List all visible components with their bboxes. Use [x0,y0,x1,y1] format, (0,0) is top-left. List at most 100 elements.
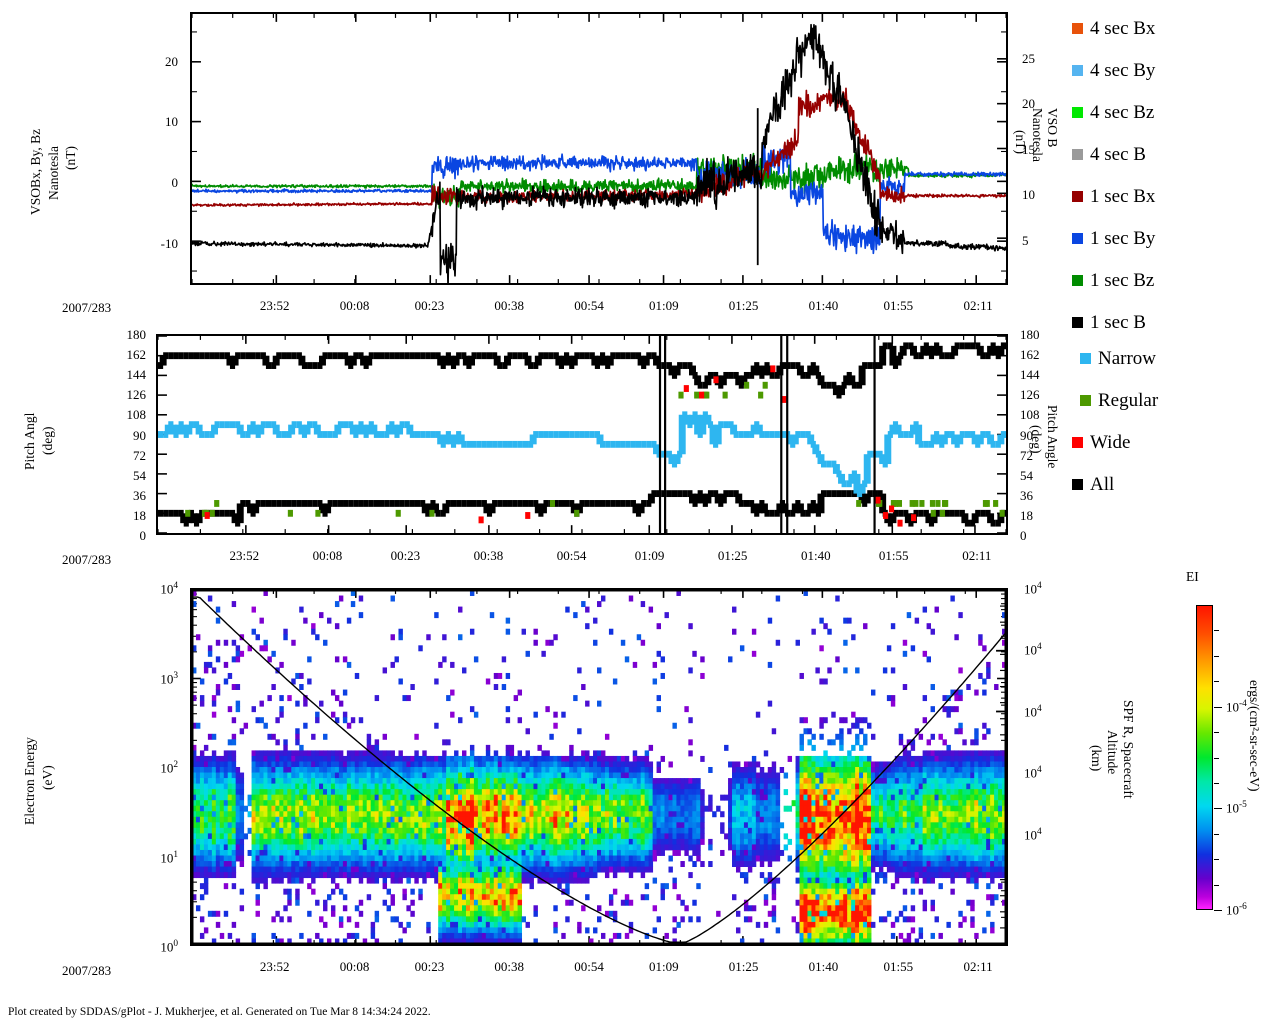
legend-item-narrow[interactable]: Narrow [1080,348,1156,368]
legend-swatch-icon [1072,190,1083,202]
y-tick-label-right: 144 [1020,367,1040,383]
legend-swatch-icon [1072,232,1083,244]
x-tick-label: 01:40 [800,548,831,563]
legend-swatch-icon [1072,64,1083,76]
legend-swatch-icon [1080,352,1091,364]
y-tick-label-right: 36 [1020,487,1033,503]
legend-swatch-icon [1072,436,1083,448]
colorbar-minor-tick [1214,757,1219,759]
y-tick-label: 54 [133,467,146,483]
x-tick-label: 00:23 [390,548,421,563]
colorbar-tick-label: 10-6 [1226,902,1247,918]
x-tick-label: 23:52 [259,959,290,974]
x-tick-label: 00:08 [339,959,370,974]
colorbar-minor-tick [1214,884,1219,886]
y-tick-label: 126 [126,387,147,403]
x-tick-label: 00:08 [339,298,370,313]
x-tick-label: 02:11 [962,548,992,563]
y-tick-label-right: 18 [1020,507,1033,523]
legend-swatch-icon [1072,148,1083,160]
magnetic-field-left-title-line1: VSOBx, By, Bz [28,128,43,215]
magnetic-field-right-title-line3: (nT) [1013,130,1028,154]
legend-item-label: 1 sec Bx [1090,185,1156,207]
legend-item-label: 4 sec Bx [1090,17,1156,39]
legend-item-label: 4 sec Bz [1090,101,1155,123]
magnetic-field-plot-area [192,14,1006,283]
colorbar-tick-mark [1214,808,1222,810]
legend-item-regular[interactable]: Regular [1080,390,1158,410]
y-tick-label: -10 [160,235,178,251]
x-tick-label: 00:08 [312,548,343,563]
magnetic-field-left-title-line3: (nT) [63,146,78,170]
y-tick-label: 36 [133,487,146,503]
legend-item-4-sec-bz[interactable]: 4 sec Bz [1072,102,1154,122]
spacecraft-altitude-title-line1: SPF R, Spacecraft [1121,700,1136,799]
electron-energy-title-line1: Electron Energy [22,737,37,825]
footer-credit: Plot created by SDDAS/gPlot - J. Mukherj… [8,1006,431,1018]
x-tick-label: 02:11 [963,298,993,313]
legend-swatch-icon [1072,316,1083,328]
y-tick-label: 104 [160,581,178,597]
legend-item-label: 4 sec B [1090,143,1146,165]
pitch-angle-plot-area [158,336,1006,533]
colorbar-tick-mark [1214,910,1222,911]
legend-item-4-sec-bx[interactable]: 4 sec Bx [1072,18,1155,38]
x-tick-label: 01:55 [883,959,914,974]
pitch-angle-day-label: 2007/283 [62,552,112,567]
colorbar-tick-label: 10-4 [1226,698,1247,714]
y-tick-label-right: 104 [1024,826,1042,843]
colorbar-minor-tick [1214,630,1219,632]
x-tick-label: 01:55 [883,298,914,313]
legend-swatch-icon [1072,478,1083,490]
legend-item-label: 4 sec By [1090,59,1156,81]
x-tick-label: 01:40 [808,298,839,313]
y-tick-label: 102 [160,760,178,776]
y-tick-label: 144 [126,367,147,383]
electron-spectrogram-plot-area [192,590,1006,944]
x-tick-label: 00:38 [473,548,504,563]
pitch-angle-panel [156,334,1008,535]
legend-item-1-sec-b[interactable]: 1 sec B [1072,312,1146,332]
legend-item-1-sec-by[interactable]: 1 sec By [1072,228,1155,248]
magnetic-field-day-label: 2007/283 [62,300,112,315]
y-tick-label-right: 104 [1024,581,1042,597]
x-tick-label: 01:09 [649,959,679,974]
x-tick-label: 02:11 [963,959,993,974]
legend-item-1-sec-bx[interactable]: 1 sec Bx [1072,186,1155,206]
y-tick-label-right: 20 [1022,96,1035,111]
x-tick-label: 01:09 [634,548,665,563]
legend-item-1-sec-bz[interactable]: 1 sec Bz [1072,270,1154,290]
pitch-angle-right-title-line1: Pitch Angle [1045,405,1060,469]
y-tick-label-right: 15 [1022,141,1035,157]
electron-spectrogram-panel [190,588,1008,946]
y-tick-label: 90 [133,427,146,443]
colorbar-minor-tick [1214,782,1219,784]
y-tick-label-right: 126 [1020,387,1040,403]
y-tick-label: 108 [126,407,147,423]
magnetic-field-panel [190,12,1008,285]
y-tick-label-right: 180 [1020,327,1040,342]
x-tick-label: 23:52 [229,548,260,563]
colorbar-minor-tick [1214,732,1219,734]
pitch-angle-left-title-line1: Pitch Angl [22,412,37,470]
legend-item-4-sec-by[interactable]: 4 sec By [1072,60,1155,80]
y-tick-label-right: 72 [1020,447,1033,463]
legend-item-label: All [1090,473,1115,495]
x-tick-label: 00:38 [494,959,524,974]
y-tick-label-right: 54 [1020,467,1033,483]
pitch-angle-right-title-line2: (deg) [1029,425,1044,454]
y-tick-label-right: 5 [1022,232,1029,248]
colorbar-minor-tick [1214,859,1219,861]
x-tick-label: 01:55 [878,548,909,563]
y-tick-label-right: 90 [1020,427,1033,443]
y-tick-label: 0 [171,174,179,190]
legend-item-label: Narrow [1098,347,1157,369]
legend-item-wide[interactable]: Wide [1072,432,1130,452]
legend-item-4-sec-b[interactable]: 4 sec B [1072,144,1146,164]
colorbar-unit-label: ergs/(cm²-sr-sec-eV) [1247,680,1262,792]
magnetic-field-right-title-line2: Nanotesla [1030,108,1045,162]
y-tick-label: 180 [126,327,147,342]
spacecraft-altitude-title-line2: Altitude [1105,730,1120,775]
legend-item-all[interactable]: All [1072,474,1114,494]
